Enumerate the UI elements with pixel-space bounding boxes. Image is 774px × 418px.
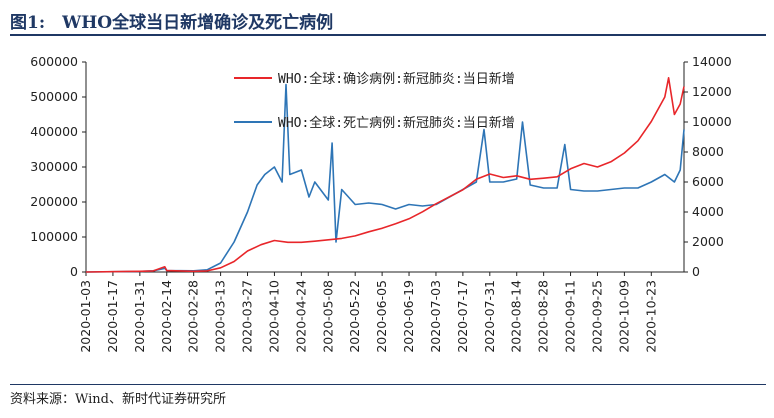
x-tick-label: 2020-06-19 [401, 280, 416, 353]
x-tick-label: 2020-03-13 [213, 280, 228, 353]
x-tick-label: 2020-09-25 [589, 280, 604, 353]
x-tick-label: 2020-01-03 [78, 280, 93, 353]
y-left-tick-label: 500000 [30, 89, 78, 104]
figure-title: 图1: WHO全球当日新增确诊及死亡病例 [10, 13, 334, 33]
x-tick-label: 2020-05-08 [320, 280, 335, 353]
y-left-tick-label: 200000 [30, 194, 78, 209]
series-layer [85, 77, 685, 273]
y-right-tick-label: 14000 [692, 54, 732, 69]
axes: 0100000200000300000400000500000600000020… [30, 54, 732, 353]
y-right-tick-label: 2000 [692, 234, 724, 249]
series-deaths-line [85, 83, 685, 273]
y-left-tick-label: 600000 [30, 54, 78, 69]
y-left-tick-label: 0 [70, 264, 78, 279]
x-tick-label: 2020-03-27 [240, 280, 255, 353]
x-tick-label: 2020-06-05 [374, 280, 389, 353]
x-tick-label: 2020-10-23 [643, 280, 658, 353]
y-left-tick-label: 300000 [30, 159, 78, 174]
x-tick-label: 2020-05-22 [347, 280, 362, 353]
source-note: 资料来源：Wind、新时代证券研究所 [10, 392, 226, 407]
x-tick-label: 2020-10-09 [616, 280, 631, 353]
y-right-tick-label: 10000 [692, 114, 732, 129]
x-tick-label: 2020-07-31 [482, 280, 497, 353]
title-rule [10, 34, 766, 36]
source-rule [10, 384, 766, 385]
x-tick-label: 2020-07-03 [428, 280, 443, 353]
y-right-tick-label: 4000 [692, 204, 724, 219]
y-left-tick-label: 100000 [30, 229, 78, 244]
x-tick-label: 2020-02-28 [186, 280, 201, 353]
x-tick-label: 2020-01-17 [105, 280, 120, 353]
y-right-tick-label: 6000 [692, 174, 724, 189]
y-right-tick-label: 0 [692, 264, 700, 279]
x-tick-label: 2020-04-24 [293, 280, 308, 353]
x-tick-label: 2020-02-14 [159, 280, 174, 353]
x-tick-label: 2020-08-14 [509, 280, 524, 353]
legend-label-deaths: WHO:全球:死亡病例:新冠肺炎:当日新增 [278, 115, 515, 131]
y-left-tick-label: 400000 [30, 124, 78, 139]
x-tick-label: 2020-01-31 [132, 280, 147, 353]
series-cases-line [85, 77, 685, 273]
legend: WHO:全球:确诊病例:新冠肺炎:当日新增 WHO:全球:死亡病例:新冠肺炎:当日… [234, 71, 515, 131]
y-right-tick-label: 12000 [692, 84, 732, 99]
y-right-tick-label: 8000 [692, 144, 724, 159]
x-tick-label: 2020-08-28 [536, 280, 551, 353]
x-tick-label: 2020-04-10 [266, 280, 281, 353]
x-tick-label: 2020-09-11 [563, 280, 578, 353]
legend-label-cases: WHO:全球:确诊病例:新冠肺炎:当日新增 [278, 71, 515, 87]
x-tick-label: 2020-07-17 [455, 280, 470, 353]
